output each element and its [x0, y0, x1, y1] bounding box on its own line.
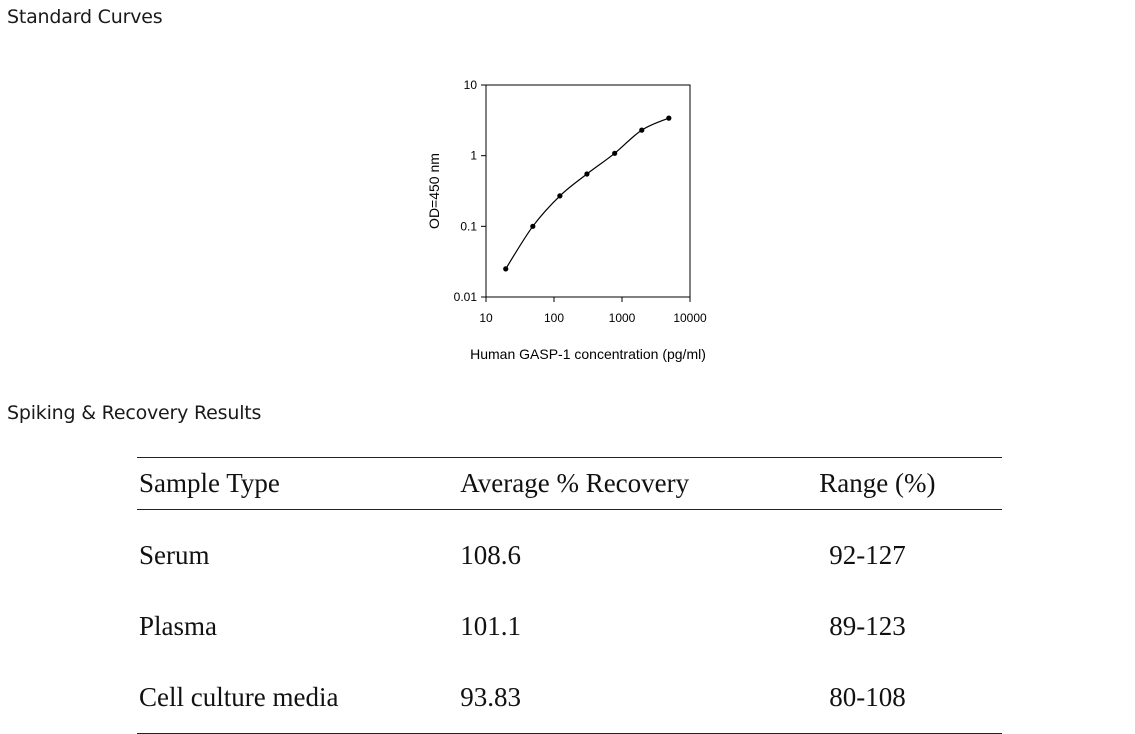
cell-range: 92-127 — [829, 540, 906, 570]
plot-frame — [485, 84, 691, 298]
y-tick-label: 0.1 — [460, 219, 477, 233]
standard-curves-heading: Standard Curves — [7, 6, 163, 28]
data-point — [503, 266, 509, 272]
cell-average-recovery: 101.1 — [460, 611, 522, 641]
x-axis: 10 100 1000 10000 — [479, 297, 707, 325]
table-row: Serum 108.6 92-127 — [137, 510, 1002, 592]
x-tick-label: 1000 — [609, 311, 636, 325]
x-axis-title: Human GASP-1 concentration (pg/ml) — [470, 346, 706, 362]
y-axis: 10 1 0.1 0.01 — [454, 78, 486, 304]
cell-range: 89-123 — [829, 611, 906, 641]
x-tick-label: 100 — [544, 311, 564, 325]
series-line — [505, 117, 670, 270]
cell-average-recovery: 108.6 — [460, 540, 522, 570]
x-tick-label: 10000 — [673, 311, 707, 325]
data-point — [666, 115, 672, 121]
cell-average-recovery: 93.83 — [460, 682, 522, 712]
table-row: Cell culture media 93.83 80-108 — [137, 662, 1002, 734]
standard-curve-chart: 10 1 0.1 0.01 10 100 1000 10000 Human GASP-1 c… — [426, 78, 707, 362]
cell-range: 80-108 — [829, 682, 906, 712]
data-point — [584, 171, 590, 177]
spiking-recovery-heading: Spiking & Recovery Results — [7, 402, 262, 424]
table-header-row: Sample Type Average % Recovery Range (%) — [137, 457, 1002, 510]
header-range: Range (%) — [819, 468, 936, 498]
cell-sample-type: Serum — [139, 540, 210, 570]
y-tick-label: 10 — [464, 78, 478, 92]
cell-sample-type: Plasma — [139, 611, 217, 641]
header-average-recovery: Average % Recovery — [460, 468, 690, 498]
y-tick-label: 0.01 — [454, 290, 478, 304]
data-point — [639, 127, 645, 133]
data-points — [503, 115, 672, 272]
data-point — [530, 223, 536, 229]
data-point — [557, 193, 563, 199]
recovery-table: Sample Type Average % Recovery Range (%)… — [137, 457, 1002, 734]
y-tick-label: 1 — [470, 149, 477, 163]
x-tick-label: 10 — [479, 311, 493, 325]
y-axis-title: OD=450 nm — [426, 153, 442, 229]
data-point — [612, 150, 618, 156]
cell-sample-type: Cell culture media — [139, 682, 339, 712]
table-row: Plasma 101.1 89-123 — [137, 591, 1002, 662]
standard-curve-svg: 10 1 0.1 0.01 10 100 1000 10000 Human GASP-1 c… — [426, 78, 707, 362]
header-sample-type: Sample Type — [139, 468, 280, 498]
